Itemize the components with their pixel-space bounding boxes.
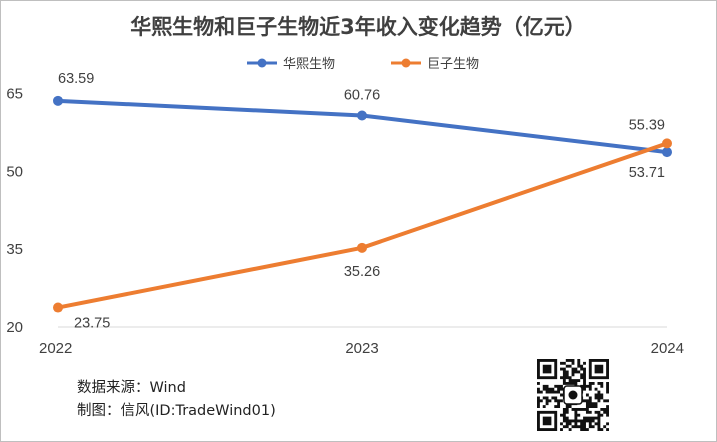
author-note: 制图：信风(ID:TradeWind01) [77, 402, 276, 419]
qr-code-image [536, 358, 610, 432]
data-point-s2-3 [662, 138, 672, 149]
y-tick-label: 65 [6, 86, 23, 103]
legend-swatch-marker-2 [401, 58, 411, 68]
legend-label-2: 巨子生物 [427, 57, 479, 72]
data-label-s1-1: 63.59 [58, 71, 94, 87]
legend-label-1: 华熙生物 [283, 57, 335, 72]
y-tick-label: 50 [6, 163, 23, 180]
series-line-2 [56, 141, 669, 310]
x-tick-label: 2024 [651, 340, 684, 357]
y-tick-label: 20 [6, 319, 23, 336]
data-point-s1-1 [53, 95, 63, 106]
data-point-s2-1 [53, 302, 63, 313]
series-layer: 63.59 60.76 53.71 23.75 35.26 55.39 [53, 71, 672, 332]
y-axis-ticks: 20 35 50 65 [6, 86, 23, 337]
data-point-s1-2 [357, 110, 367, 121]
x-tick-label: 2022 [39, 340, 72, 357]
data-label-s2-2: 35.26 [344, 264, 380, 280]
series-line-1 [56, 98, 669, 155]
chart-title: 华熙生物和巨子生物近3年收入变化趋势（亿元） [130, 15, 586, 39]
legend: 华熙生物 巨子生物 [247, 57, 479, 72]
data-label-s1-2: 60.76 [344, 88, 380, 104]
y-tick-label: 35 [6, 241, 23, 258]
qr-center-logo-dot [568, 390, 578, 400]
data-point-s2-2 [357, 242, 367, 253]
legend-swatch-marker-1 [257, 58, 267, 68]
x-axis-ticks: 2022 2023 2024 [39, 340, 684, 357]
data-label-s2-3: 55.39 [629, 117, 665, 133]
data-label-s1-3: 53.71 [629, 165, 665, 181]
source-note: 数据来源：Wind [77, 379, 186, 396]
x-tick-label: 2023 [345, 340, 378, 357]
data-point-s1-3 [662, 147, 672, 158]
data-label-s2-1: 23.75 [74, 316, 110, 332]
qr-modules [537, 359, 609, 431]
